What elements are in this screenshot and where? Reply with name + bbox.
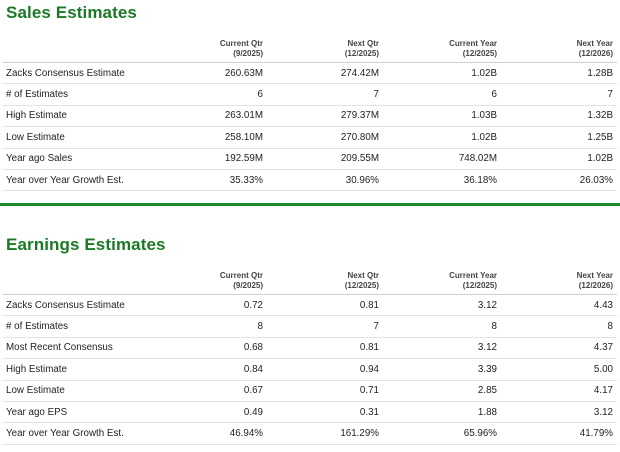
cell-value: 5.00: [501, 358, 617, 381]
cell-value: 0.81: [267, 337, 383, 360]
cell-value: 7: [501, 83, 617, 106]
cell-value: 2.85: [383, 380, 501, 402]
cell-value: 3.12: [383, 294, 501, 317]
cell-value: 1.88: [383, 401, 501, 424]
table-row: Zacks Consensus Estimate 0.72 0.81 3.12 …: [3, 294, 617, 317]
cell-value: 8: [179, 315, 267, 338]
row-label: # of Estimates: [3, 315, 179, 338]
row-label: Year ago Sales: [3, 148, 179, 170]
column-header-next-year: Next Year (12/2026): [501, 266, 617, 295]
cell-value: 1.32B: [501, 105, 617, 128]
earnings-estimates-title: Earnings Estimates: [6, 235, 166, 254]
table-header-row: Current Qtr (9/2025) Next Qtr (12/2025) Cu…: [3, 34, 617, 63]
cell-value: 0.94: [267, 358, 383, 381]
cell-value: 263.01M: [179, 105, 267, 128]
cell-value: 1.02B: [383, 126, 501, 149]
column-header-current-qtr: Current Qtr (9/2025): [179, 34, 267, 63]
cell-value: 6: [383, 83, 501, 106]
cell-value: 0.71: [267, 380, 383, 402]
cell-value: 41.79%: [501, 422, 617, 445]
cell-value: 0.49: [179, 401, 267, 424]
cell-value: 260.63M: [179, 62, 267, 85]
section-divider: [0, 203, 620, 206]
cell-value: 274.42M: [267, 62, 383, 85]
table-row: # of Estimates 8 7 8 8: [3, 315, 617, 338]
cell-value: 30.96%: [267, 169, 383, 192]
cell-value: 0.31: [267, 401, 383, 424]
column-header-next-qtr: Next Qtr (12/2025): [267, 34, 383, 63]
cell-value: 0.84: [179, 358, 267, 381]
header-label-cell: [3, 34, 179, 63]
row-label: Zacks Consensus Estimate: [3, 62, 179, 85]
cell-value: 279.37M: [267, 105, 383, 128]
table-header-row: Current Qtr (9/2025) Next Qtr (12/2025) Cu…: [3, 266, 617, 295]
sales-estimates-table: Current Qtr (9/2025) Next Qtr (12/2025) Cu…: [3, 34, 617, 192]
cell-value: 192.59M: [179, 148, 267, 170]
earnings-estimates-table: Current Qtr (9/2025) Next Qtr (12/2025) Cu…: [3, 266, 617, 445]
cell-value: 8: [383, 315, 501, 338]
cell-value: 26.03%: [501, 169, 617, 192]
cell-value: 161.29%: [267, 422, 383, 445]
table-row: Zacks Consensus Estimate 260.63M 274.42M…: [3, 62, 617, 85]
cell-value: 1.25B: [501, 126, 617, 149]
sales-estimates-title: Sales Estimates: [6, 3, 137, 22]
cell-value: 4.43: [501, 294, 617, 317]
cell-value: 7: [267, 83, 383, 106]
table-row: Year over Year Growth Est. 35.33% 30.96%…: [3, 169, 617, 192]
row-label: Zacks Consensus Estimate: [3, 294, 179, 317]
cell-value: 46.94%: [179, 422, 267, 445]
column-header-next-qtr: Next Qtr (12/2025): [267, 266, 383, 295]
table-row: Year ago EPS 0.49 0.31 1.88 3.12: [3, 401, 617, 424]
table-row: High Estimate 263.01M 279.37M 1.03B 1.32…: [3, 105, 617, 128]
cell-value: 4.37: [501, 337, 617, 360]
column-header-next-year: Next Year (12/2026): [501, 34, 617, 63]
cell-value: 1.03B: [383, 105, 501, 128]
cell-value: 7: [267, 315, 383, 338]
table-row: # of Estimates 6 7 6 7: [3, 83, 617, 106]
cell-value: 0.67: [179, 380, 267, 402]
cell-value: 8: [501, 315, 617, 338]
table-row: Most Recent Consensus 0.68 0.81 3.12 4.3…: [3, 337, 617, 360]
table-row: Low Estimate 0.67 0.71 2.85 4.17: [3, 380, 617, 402]
cell-value: 1.02B: [501, 148, 617, 170]
cell-value: 0.81: [267, 294, 383, 317]
row-label: Low Estimate: [3, 380, 179, 402]
table-row: High Estimate 0.84 0.94 3.39 5.00: [3, 358, 617, 381]
row-label: # of Estimates: [3, 83, 179, 106]
table-row: Year ago Sales 192.59M 209.55M 748.02M 1…: [3, 148, 617, 170]
cell-value: 1.02B: [383, 62, 501, 85]
row-label: High Estimate: [3, 358, 179, 381]
cell-value: 6: [179, 83, 267, 106]
column-header-current-qtr: Current Qtr (9/2025): [179, 266, 267, 295]
cell-value: 270.80M: [267, 126, 383, 149]
cell-value: 3.39: [383, 358, 501, 381]
cell-value: 209.55M: [267, 148, 383, 170]
cell-value: 4.17: [501, 380, 617, 402]
table-row: Year over Year Growth Est. 46.94% 161.29…: [3, 422, 617, 445]
table-row: Low Estimate 258.10M 270.80M 1.02B 1.25B: [3, 126, 617, 149]
row-label: Year over Year Growth Est.: [3, 422, 179, 445]
cell-value: 3.12: [383, 337, 501, 360]
row-label: Most Recent Consensus: [3, 337, 179, 360]
cell-value: 35.33%: [179, 169, 267, 192]
cell-value: 0.68: [179, 337, 267, 360]
row-label: Year ago EPS: [3, 401, 179, 424]
cell-value: 65.96%: [383, 422, 501, 445]
column-header-current-year: Current Year (12/2025): [383, 34, 501, 63]
cell-value: 0.72: [179, 294, 267, 317]
column-header-current-year: Current Year (12/2025): [383, 266, 501, 295]
row-label: High Estimate: [3, 105, 179, 128]
cell-value: 258.10M: [179, 126, 267, 149]
cell-value: 748.02M: [383, 148, 501, 170]
row-label: Year over Year Growth Est.: [3, 169, 179, 192]
cell-value: 36.18%: [383, 169, 501, 192]
header-label-cell: [3, 266, 179, 295]
cell-value: 3.12: [501, 401, 617, 424]
row-label: Low Estimate: [3, 126, 179, 149]
cell-value: 1.28B: [501, 62, 617, 85]
